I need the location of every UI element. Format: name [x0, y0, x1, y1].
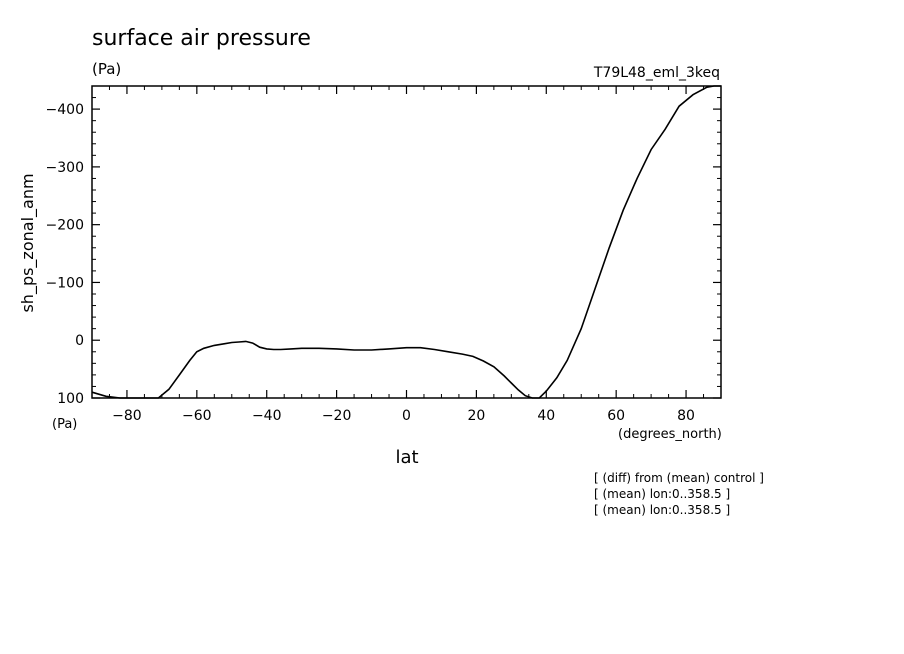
axis-ticks: [91, 85, 722, 399]
y-tick-label: 0: [75, 333, 84, 349]
y-tick-label: 100: [57, 391, 84, 407]
y-tick-labels: 100 0 −100 −200 −300 −400: [46, 102, 84, 407]
y-tick-label: −100: [46, 275, 84, 291]
y-tick-label: −200: [46, 218, 84, 234]
annotation-mean-lon-2: [ (mean) lon:0..358.5 ]: [594, 503, 730, 517]
chart-units: (Pa): [92, 60, 121, 78]
series-line: [91, 85, 721, 399]
x-tick-label: 20: [467, 408, 485, 424]
y-tick-label: −400: [46, 102, 84, 118]
annotation-mean-lon-1: [ (mean) lon:0..358.5 ]: [594, 487, 730, 501]
x-unit-label: (degrees_north): [618, 427, 722, 442]
y-tick-label: −300: [46, 160, 84, 176]
plot-frame: [91, 85, 722, 399]
x-tick-label: −40: [252, 408, 282, 424]
x-tick-label: 80: [677, 408, 695, 424]
x-axis-label: lat: [395, 447, 418, 468]
x-tick-label: 40: [537, 408, 555, 424]
x-tick-label: −60: [182, 408, 212, 424]
y-unit-label: (Pa): [52, 417, 77, 432]
annotation-diff: [ (diff) from (mean) control ]: [594, 471, 764, 485]
x-tick-label: 0: [402, 408, 411, 424]
y-axis-label: sh_ps_zonal_anm: [18, 173, 38, 312]
x-tick-label: −80: [112, 408, 142, 424]
x-tick-label: 60: [607, 408, 625, 424]
chart-title: surface air pressure: [92, 26, 311, 51]
x-tick-labels: −80 −60 −40 −20 0 20 40 60 80: [112, 408, 695, 424]
experiment-label: T79L48_eml_3keq: [593, 65, 720, 81]
x-tick-label: −20: [322, 408, 352, 424]
